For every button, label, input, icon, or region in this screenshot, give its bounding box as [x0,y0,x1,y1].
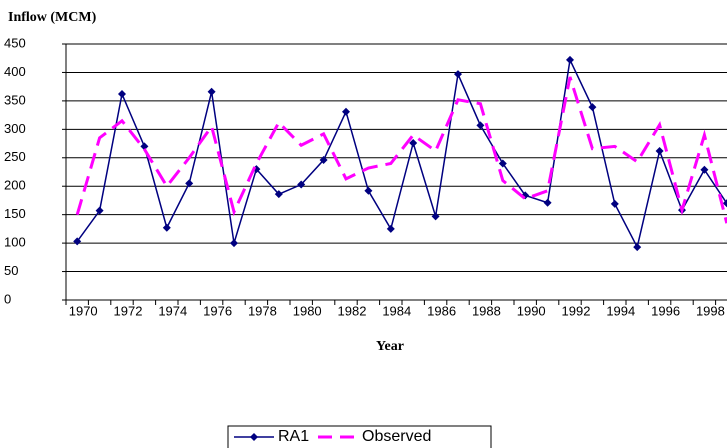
legend-label: Observed [362,428,431,445]
x-tick-label: 1994 [606,303,635,318]
x-tick-label: 1988 [472,303,501,318]
x-tick-label: 1984 [382,303,411,318]
y-tick-label: 350 [4,92,26,107]
marker [342,107,350,116]
y-tick-label: 0 [4,291,11,306]
marker [543,198,552,207]
y-tick-label: 300 [4,121,26,136]
marker [207,87,216,96]
marker [588,103,597,112]
y-tick-label: 150 [4,206,26,221]
legend-box [227,425,492,448]
marker [454,70,462,79]
marker [319,156,328,165]
marker [431,212,440,221]
marker [409,138,418,147]
x-tick-label: 1998 [696,303,725,318]
y-tick-label: 100 [4,235,26,250]
x-tick-label: 1980 [293,303,322,318]
y-tick-label: 250 [4,149,26,164]
x-tick-label: 1972 [114,303,143,318]
marker [140,142,149,151]
marker [95,206,104,215]
legend-label: RA1 [278,428,309,445]
marker [274,190,283,199]
y-tick-label: 50 [4,263,18,278]
x-tick-label: 1976 [203,303,232,318]
marker [476,121,485,130]
x-tick-label: 1986 [427,303,456,318]
x-axis-title: Year [376,339,404,354]
marker [297,180,306,189]
x-tick-label: 1996 [651,303,680,318]
marker [73,237,82,246]
y-tick-label: 400 [4,64,26,79]
y-axis-title: Inflow (MCM) [8,10,97,25]
series-line [76,57,727,250]
marker [250,433,258,441]
marker [700,165,709,174]
x-tick-label: 1992 [562,303,591,318]
x-tick-label: 1974 [158,303,187,318]
marker [566,55,574,64]
marker [118,90,126,99]
marker [185,179,194,188]
series-line [75,76,727,224]
marker [364,186,373,195]
x-tick-label: 1978 [248,303,277,318]
x-tick-label: 1970 [69,303,98,318]
marker [498,159,507,168]
y-tick-label: 450 [4,35,26,50]
marker [386,224,395,233]
marker [722,199,727,208]
marker [230,239,238,248]
marker [610,199,619,208]
x-tick-label: 1982 [338,303,367,318]
y-tick-label: 200 [4,178,26,193]
x-tick-label: 1990 [517,303,546,318]
marker [655,146,664,155]
marker [162,223,171,232]
marker [633,243,642,252]
